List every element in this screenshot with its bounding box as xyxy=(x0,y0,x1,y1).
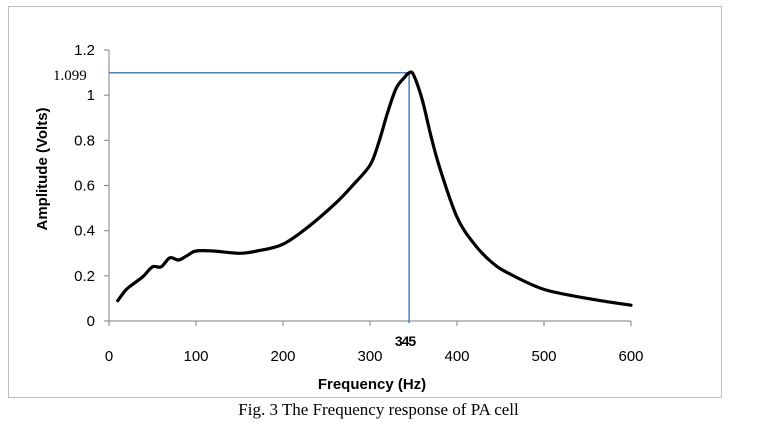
x-tick-label: 600 xyxy=(618,348,643,365)
y-tick-label: 0.8 xyxy=(74,132,95,149)
peak-amplitude-label: 1.099 xyxy=(53,68,87,84)
x-tick-label: 500 xyxy=(531,348,556,365)
y-tick-label: 0.4 xyxy=(74,223,95,240)
y-axis-title: Amplitude (Volts) xyxy=(34,107,51,230)
x-axis-title: Frequency (Hz) xyxy=(318,376,426,393)
peak-frequency-label: 345 xyxy=(395,333,417,349)
figure-caption: Fig. 3 The Frequency response of PA cell xyxy=(238,400,519,419)
x-tick-label: 200 xyxy=(270,348,295,365)
x-tick-label: 400 xyxy=(444,348,469,365)
frequency-response-chart: 0 0.2 0.4 0.6 0.8 1 1.2 0 100 200 300 400 500 600 Fre… xyxy=(34,42,644,393)
amplitude-series-line xyxy=(116,70,633,307)
y-tick-label: 1 xyxy=(87,87,95,104)
y-tick-label: 0 xyxy=(87,313,95,330)
x-tick-label: 300 xyxy=(357,348,382,365)
y-tick-label: 0.2 xyxy=(74,268,95,285)
x-tick-label: 0 xyxy=(105,348,113,365)
chart-frame: 0 0.2 0.4 0.6 0.8 1 1.2 0 100 200 300 400 500 600 Fre… xyxy=(8,6,722,398)
x-tick-label: 100 xyxy=(183,348,208,365)
y-tick-label: 0.6 xyxy=(74,178,95,195)
y-tick-label: 1.2 xyxy=(74,42,95,59)
